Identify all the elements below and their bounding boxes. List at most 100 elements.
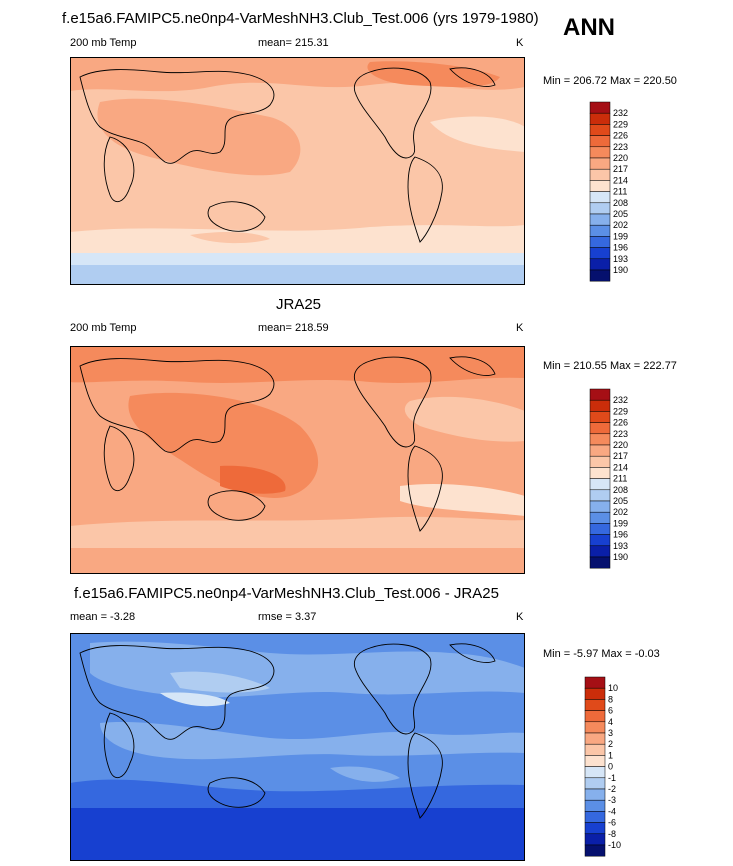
colorbar-tick-label: 196: [613, 530, 628, 540]
colorbar-swatch: [584, 699, 606, 711]
coastlines: [79, 356, 496, 532]
panel1-title: f.e15a6.FAMIPC5.ne0np4-VarMeshNH3.Club_T…: [62, 10, 539, 27]
panel3-title: f.e15a6.FAMIPC5.ne0np4-VarMeshNH3.Club_T…: [74, 585, 499, 602]
colorbar-tick-label: 1: [608, 750, 613, 760]
field-band: [70, 808, 525, 861]
colorbar-swatch: [589, 500, 611, 513]
colorbar-tick-label: 202: [613, 507, 628, 517]
colorbar-swatch: [589, 180, 611, 192]
colorbar-swatch: [584, 844, 606, 857]
field-band: [160, 692, 230, 707]
colorbar-tick-label: 217: [613, 451, 628, 461]
colorbar-tick-label: -10: [608, 840, 621, 850]
colorbar-swatch: [589, 523, 611, 535]
field-band: [70, 779, 525, 808]
panel1-left-label: 200 mb Temp: [70, 37, 137, 49]
colorbar-swatch: [589, 399, 611, 412]
colorbar-swatch: [589, 202, 611, 215]
colorbar-tick-label: 214: [613, 462, 628, 472]
colorbar-swatch: [589, 422, 611, 435]
field-band: [70, 346, 525, 383]
colorbar-tick-label: 223: [613, 429, 628, 439]
colorbar-swatch: [584, 777, 606, 790]
panel3-map: [70, 633, 525, 861]
colorbar-swatch: [589, 545, 611, 558]
field-band: [70, 265, 525, 285]
field-band: [220, 465, 286, 494]
colorbar-tick-label: 4: [608, 717, 613, 727]
colorbar-swatch: [589, 467, 611, 479]
panel3-units-label: K: [516, 611, 524, 623]
colorbar-tick-label: 211: [613, 187, 627, 197]
colorbar-tick-label: 196: [613, 243, 628, 253]
panel2-mean-label: mean= 218.59: [258, 322, 329, 334]
colorbar-swatch: [584, 687, 606, 700]
colorbar-swatch: [584, 755, 606, 767]
map-frame: [70, 346, 525, 574]
season-label: ANN: [563, 14, 615, 41]
field-band: [404, 396, 525, 442]
field-band: [100, 721, 525, 760]
panel3-minmax: Min = -5.97 Max = -0.03: [543, 648, 660, 660]
colorbar-tick-label: 214: [613, 175, 628, 185]
colorbar-swatch: [589, 258, 611, 271]
colorbar-swatch: [584, 732, 606, 745]
colorbar-swatch: [589, 213, 611, 226]
colorbar-swatch: [589, 146, 611, 159]
colorbar-tick-label: 205: [613, 209, 628, 219]
colorbar-tick-label: 199: [613, 231, 628, 241]
panel2-colorbar: 2322292262232202172142112082052021991961…: [589, 388, 628, 569]
colorbar-tick-label: 202: [613, 220, 628, 230]
colorbar-swatch: [589, 224, 611, 237]
colorbar-tick-label: 226: [613, 418, 628, 428]
colorbar-tick-label: 220: [613, 153, 628, 163]
colorbar-tick-label: 217: [613, 164, 628, 174]
colorbar-swatch: [589, 191, 611, 204]
colorbar-swatch: [584, 676, 606, 689]
colorbar-tick-label: 0: [608, 762, 613, 772]
colorbar-swatch: [589, 112, 611, 125]
colorbar-tick-label: 232: [613, 108, 628, 118]
panel3-mean-label: mean = -3.28: [70, 611, 136, 623]
colorbar-tick-label: 205: [613, 496, 628, 506]
panel1-minmax: Min = 206.72 Max = 220.50: [543, 75, 677, 87]
field-band: [97, 98, 301, 176]
coastlines: [79, 67, 496, 243]
panel2-minmax: Min = 210.55 Max = 222.77: [543, 360, 677, 372]
colorbar-swatch: [589, 157, 611, 170]
colorbar-tick-label: 2: [608, 739, 613, 749]
colorbar-swatch: [589, 124, 611, 136]
colorbar-tick-label: 3: [608, 728, 613, 738]
colorbar-tick-label: -4: [608, 806, 616, 816]
colorbar-swatch: [589, 411, 611, 423]
colorbar-tick-label: -3: [608, 795, 616, 805]
field-band: [70, 548, 525, 574]
colorbar-tick-label: 190: [613, 265, 628, 275]
colorbar-tick-label: -6: [608, 818, 616, 828]
field-band: [70, 225, 525, 257]
colorbar-swatch: [589, 556, 611, 569]
colorbar-tick-label: 193: [613, 254, 628, 264]
colorbar-tick-label: 232: [613, 395, 628, 405]
colorbar-swatch: [584, 710, 606, 723]
colorbar-swatch: [589, 247, 611, 260]
colorbar-tick-label: -2: [608, 784, 616, 794]
field-band: [128, 392, 319, 498]
colorbar-tick-label: 190: [613, 552, 628, 562]
panel1-colorbar: 2322292262232202172142112082052021991961…: [589, 101, 628, 282]
panel2-map: [70, 346, 525, 574]
colorbar-tick-label: 223: [613, 142, 628, 152]
colorbar-swatch: [589, 534, 611, 547]
colorbar-swatch: [584, 811, 606, 823]
colorbar-swatch: [589, 444, 611, 457]
panel1-map: [70, 57, 525, 285]
coastlines: [79, 643, 496, 819]
field-band: [400, 484, 525, 516]
map-frame: [70, 57, 525, 285]
colorbar-tick-label: 199: [613, 518, 628, 528]
colorbar-swatch: [584, 766, 606, 779]
colorbar-swatch: [589, 101, 611, 114]
colorbar-swatch: [584, 743, 606, 756]
colorbar-swatch: [584, 799, 606, 812]
field-band: [330, 766, 400, 782]
